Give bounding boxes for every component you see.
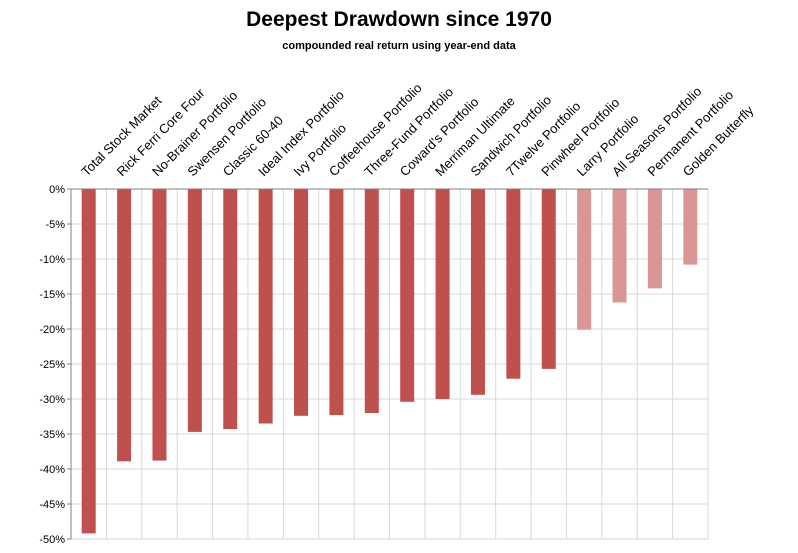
chart-title: Deepest Drawdown since 1970 xyxy=(246,8,552,31)
bar xyxy=(187,189,202,432)
y-tick-label: -15% xyxy=(39,289,65,301)
y-tick-label: -40% xyxy=(39,464,65,476)
bar xyxy=(294,189,309,416)
y-tick-labels: 0% -5% -10% -15% -20% -25% -30% -35% -40% -45% -50… xyxy=(39,184,65,546)
bar xyxy=(364,189,379,413)
y-tick-label: 0% xyxy=(49,184,65,196)
bar xyxy=(683,189,698,265)
bar xyxy=(612,189,627,303)
bar xyxy=(541,189,556,369)
bar xyxy=(400,189,415,402)
y-tick-label: -45% xyxy=(39,499,65,511)
bar xyxy=(117,189,132,462)
chart-subtitle: compounded real return using year-end da… xyxy=(282,40,516,52)
axes xyxy=(67,188,708,540)
bars xyxy=(81,189,698,534)
bar xyxy=(81,189,96,534)
bar xyxy=(577,189,592,330)
bar xyxy=(152,189,167,461)
bar xyxy=(647,189,662,289)
y-tick-label: -25% xyxy=(39,359,65,371)
y-tick-label: -50% xyxy=(39,534,65,546)
bar xyxy=(329,189,344,416)
y-tick-label: -10% xyxy=(39,254,65,266)
bar xyxy=(223,189,238,430)
bar xyxy=(435,189,450,399)
y-tick-label: -20% xyxy=(39,324,65,336)
y-tick-label: -35% xyxy=(39,429,65,441)
bar xyxy=(506,189,521,379)
y-tick-label: -30% xyxy=(39,394,65,406)
bar xyxy=(258,189,273,424)
bar xyxy=(470,189,485,395)
y-tick-label: -5% xyxy=(45,219,65,231)
gridlines xyxy=(71,189,709,540)
